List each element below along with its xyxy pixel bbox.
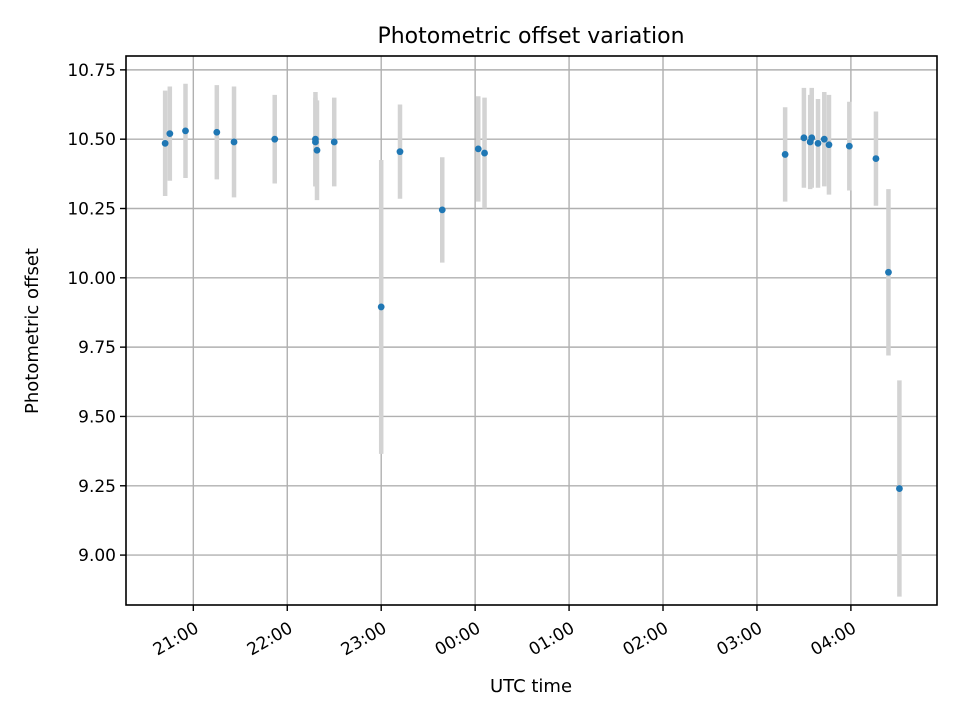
y-tick-label: 10.00 — [67, 269, 116, 289]
data-point — [213, 128, 221, 136]
x-tick-label: 21:00 — [150, 618, 202, 660]
y-tick-label: 10.25 — [67, 200, 116, 220]
data-point — [438, 206, 446, 214]
data-point — [474, 145, 482, 153]
x-axis-label: UTC time — [490, 676, 572, 697]
data-point — [166, 130, 174, 138]
x-tick-label: 23:00 — [338, 618, 390, 660]
x-tick-label: 00:00 — [432, 618, 484, 660]
chart-title: Photometric offset variation — [377, 24, 684, 49]
x-tick-label: 02:00 — [620, 618, 672, 660]
x-tick-label: 22:00 — [244, 618, 296, 660]
data-point — [271, 135, 279, 143]
y-tick-label: 10.75 — [67, 61, 116, 81]
data-point — [825, 141, 833, 149]
data-point — [161, 139, 169, 147]
x-axis: 21:00 22:00 23:00 00:00 01:00 02:00 03:00 04:00 — [150, 605, 860, 660]
y-tick-label: 9.00 — [78, 546, 116, 566]
y-tick-label: 9.75 — [78, 338, 116, 358]
data-point — [230, 138, 238, 146]
x-tick-label: 01:00 — [526, 618, 578, 660]
y-tick-label: 10.50 — [67, 130, 116, 150]
data-point — [885, 268, 892, 276]
data-point — [377, 303, 385, 311]
data-point — [481, 149, 488, 157]
y-tick-label: 9.25 — [78, 477, 116, 497]
grid — [126, 56, 937, 605]
data-point — [814, 139, 822, 147]
data-points — [161, 127, 903, 492]
data-point — [872, 155, 880, 162]
data-point — [312, 138, 319, 146]
data-point — [182, 127, 189, 135]
data-point — [845, 142, 853, 150]
data-point — [313, 146, 321, 154]
data-point — [781, 151, 789, 158]
y-axis: 10.75 10.50 10.25 10.00 9.75 9.50 9.25 9.00 — [67, 61, 126, 566]
data-point — [808, 134, 816, 142]
x-tick-label: 04:00 — [807, 618, 859, 660]
data-point — [896, 485, 903, 492]
data-point — [800, 134, 808, 142]
y-axis-label: Photometric offset — [22, 248, 43, 414]
data-point — [330, 138, 338, 146]
y-tick-label: 9.50 — [78, 407, 116, 427]
plot-frame — [125, 55, 938, 606]
data-point — [396, 148, 404, 156]
data-point — [820, 135, 828, 143]
error-bars — [162, 83, 902, 597]
x-tick-label: 03:00 — [714, 618, 766, 660]
